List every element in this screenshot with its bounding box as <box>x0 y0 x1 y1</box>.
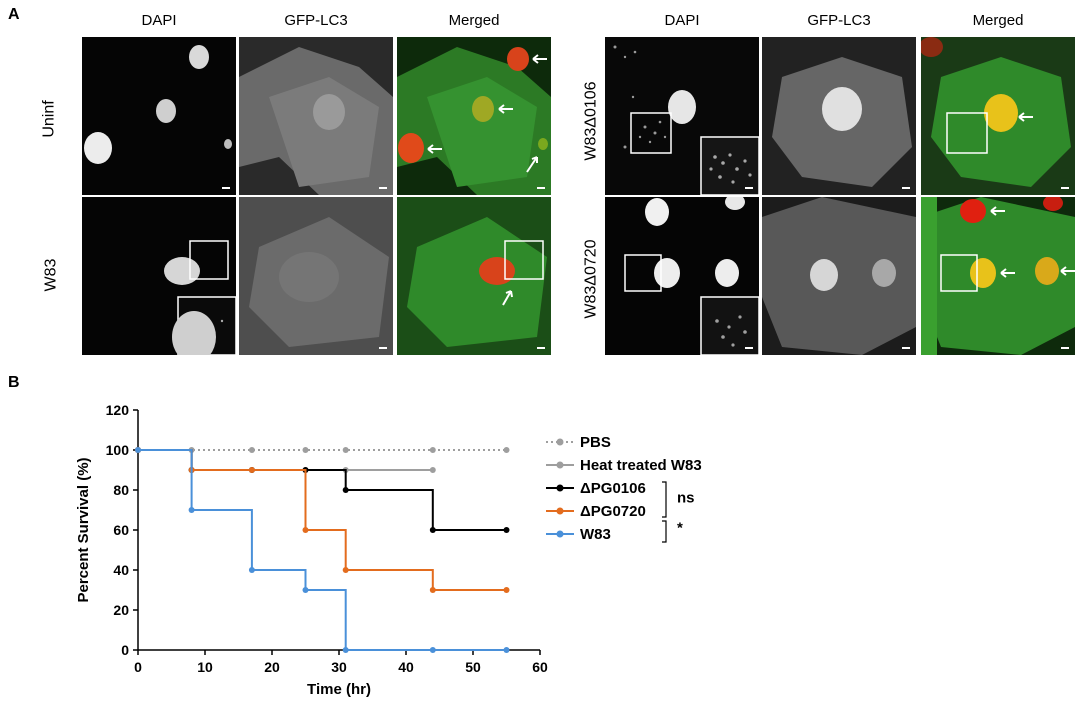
legend-marker-3 <box>556 507 564 515</box>
x-tick-label: 50 <box>465 659 481 675</box>
y-tick-label: 120 <box>106 402 130 418</box>
micrograph-d0720-dapi <box>605 197 759 355</box>
survival-chart: 0 20 40 60 80 100 120 0 10 20 30 40 50 60 Time (hr) Per… <box>75 402 702 698</box>
legend-label-1: Heat treated W83 <box>580 457 702 474</box>
x-axis-title: Time (hr) <box>307 681 371 698</box>
series-point-0 <box>503 447 510 453</box>
series-point-0 <box>342 447 349 453</box>
micrograph-uninf-gfp <box>239 37 393 195</box>
y-axis-title: Percent Survival (%) <box>75 457 92 602</box>
series-point-4 <box>342 647 349 653</box>
panel-b-label: B <box>8 374 20 391</box>
legend-label-4: W83 <box>580 526 611 543</box>
series-point-1 <box>429 467 436 473</box>
row-label-uninf: Uninf <box>40 100 58 138</box>
series-point-2 <box>503 527 510 533</box>
series-point-0 <box>248 447 255 453</box>
x-tick-label: 60 <box>532 659 548 675</box>
col-head-merged-right: Merged <box>972 12 1024 29</box>
legend-marker-2 <box>556 484 564 492</box>
series-point-3 <box>429 587 436 593</box>
col-head-dapi-left: DAPI <box>141 12 177 29</box>
micrograph-w83-merged <box>397 197 551 355</box>
y-tick-label: 40 <box>113 562 129 578</box>
micrograph-d0106-dapi <box>605 37 759 195</box>
legend-label-3: ΔPG0720 <box>580 503 646 520</box>
row-label-w83-d0720: W83Δ0720 <box>582 239 600 319</box>
series-point-4 <box>302 587 309 593</box>
y-tick-label: 20 <box>113 602 129 618</box>
col-head-gfp-left: GFP-LC3 <box>284 12 348 29</box>
x-tick-label: 40 <box>398 659 414 675</box>
legend-marker-1 <box>556 461 564 469</box>
y-tick-label: 80 <box>113 482 129 498</box>
x-tick-label: 0 <box>134 659 142 675</box>
series-point-4 <box>135 447 141 453</box>
star-label: * <box>677 520 683 537</box>
y-tick-label: 0 <box>121 642 129 658</box>
x-tick-label: 30 <box>331 659 347 675</box>
ns-bracket <box>662 481 667 518</box>
row-label-w83-d0106: W83Δ0106 <box>582 81 600 161</box>
micrograph-d0106-merged <box>921 37 1075 195</box>
legend-label-2: ΔPG0106 <box>580 480 646 497</box>
y-tick-label: 60 <box>113 522 129 538</box>
series-point-0 <box>302 447 309 453</box>
series-point-2 <box>342 487 349 493</box>
series-point-3 <box>342 567 349 573</box>
series-point-3 <box>302 527 309 533</box>
micrograph-w83-dapi <box>82 197 236 355</box>
micrograph-uninf-merged <box>397 37 551 195</box>
micrograph-d0720-gfp <box>762 197 916 355</box>
x-tick-label: 20 <box>264 659 280 675</box>
legend-marker-0 <box>556 438 564 446</box>
col-head-merged-left: Merged <box>448 12 500 29</box>
series-point-4 <box>248 567 255 573</box>
row-label-w83: W83 <box>42 258 60 292</box>
series-line-4 <box>138 449 507 651</box>
micrograph-d0720-merged <box>921 197 1075 355</box>
micrograph-d0106-gfp <box>762 37 916 195</box>
star-bracket <box>662 520 667 543</box>
col-head-gfp-right: GFP-LC3 <box>807 12 871 29</box>
ns-label: ns <box>677 490 695 507</box>
micrograph-w83-gfp <box>239 197 393 355</box>
series-point-4 <box>503 647 510 653</box>
series-line-1 <box>138 449 433 471</box>
y-tick-label: 100 <box>106 442 130 458</box>
series-point-4 <box>429 647 436 653</box>
series-point-0 <box>429 447 436 453</box>
panel-a-label: A <box>8 6 20 23</box>
series-point-3 <box>248 467 255 473</box>
col-head-dapi-right: DAPI <box>664 12 700 29</box>
series-point-4 <box>188 507 195 513</box>
legend-marker-4 <box>556 530 564 538</box>
x-tick-label: 10 <box>197 659 213 675</box>
series-point-2 <box>429 527 436 533</box>
series-point-3 <box>503 587 510 593</box>
legend-label-0: PBS <box>580 434 611 451</box>
micrograph-uninf-dapi <box>82 37 236 195</box>
series-line-2 <box>138 449 507 531</box>
